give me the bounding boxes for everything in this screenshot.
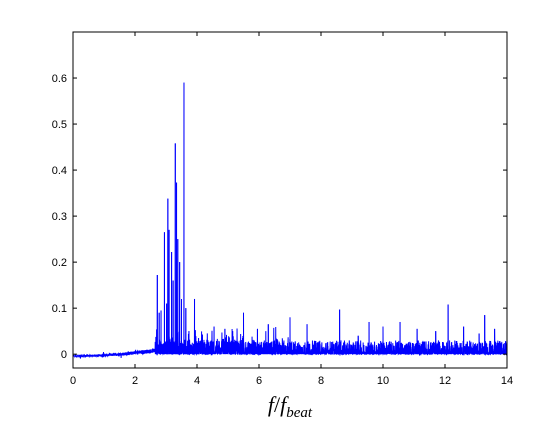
y-tick-label: 0.5	[52, 119, 67, 131]
y-tick-label: 0.3	[52, 211, 67, 223]
x-axis-label-subscript: beat	[286, 405, 313, 420]
x-tick-label: 2	[132, 375, 138, 387]
x-axis-label: f/fbeat	[268, 392, 313, 420]
ticks-layer: 0 2 4 6 8 10 12 14 0 0.1 0.2 0.3 0.4 0.5 0.6	[52, 32, 513, 387]
x-tick-label: 8	[318, 375, 324, 387]
plot-background	[73, 32, 507, 368]
y-tick-label: 0	[61, 349, 67, 361]
y-tick-label: 0.6	[52, 73, 67, 85]
x-tick-label: 4	[194, 375, 200, 387]
y-tick-label: 0.1	[52, 303, 67, 315]
x-tick-label: 14	[501, 375, 513, 387]
y-tick-label: 0.4	[52, 165, 67, 177]
x-axis-label-main: f	[268, 392, 277, 417]
x-tick-label: 6	[256, 375, 262, 387]
x-tick-label: 0	[70, 375, 76, 387]
series-line	[72, 82, 508, 359]
x-tick-label: 10	[377, 375, 389, 387]
y-tick-label: 0.2	[52, 257, 67, 269]
x-axis-label-sep: /	[274, 392, 281, 417]
plot-frame	[72, 31, 508, 369]
series-layer	[72, 82, 508, 359]
x-tick-label: 12	[439, 375, 451, 387]
x-axis-label-symbol: f	[280, 392, 289, 417]
